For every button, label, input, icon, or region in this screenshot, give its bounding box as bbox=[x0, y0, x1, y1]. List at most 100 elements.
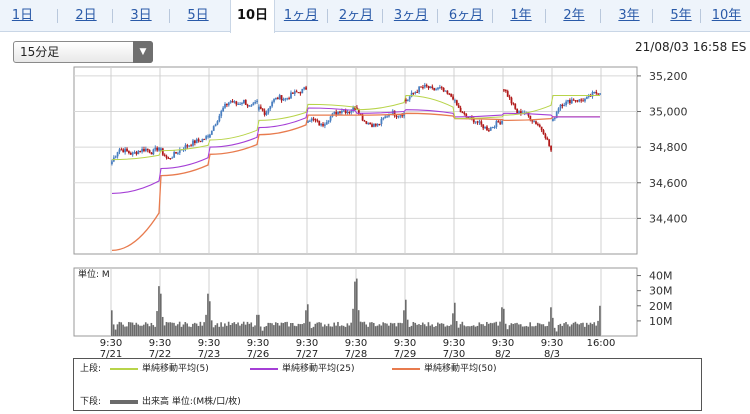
tab-separator bbox=[600, 9, 601, 23]
volume-bar bbox=[461, 321, 464, 336]
candle-body bbox=[553, 117, 556, 119]
volume-bar bbox=[297, 323, 300, 336]
legend-ma25: 単純移動平均(25) bbox=[250, 363, 354, 375]
x-tick-time: 9:30 bbox=[247, 338, 269, 349]
volume-bar bbox=[533, 326, 535, 336]
tab-3[interactable]: 3日 bbox=[130, 8, 152, 23]
volume-bar bbox=[457, 327, 460, 336]
volume-bar bbox=[144, 322, 147, 336]
interval-select[interactable]: 15分足 ▼ bbox=[13, 41, 153, 63]
volume-bar bbox=[403, 310, 405, 336]
volume-unit-label: 単位: M bbox=[78, 268, 110, 280]
volume-bar bbox=[519, 324, 522, 336]
volume-bar bbox=[225, 325, 228, 336]
volume-bar bbox=[112, 324, 115, 336]
volume-bar bbox=[518, 324, 520, 336]
volume-bar bbox=[372, 322, 375, 336]
candle-body bbox=[135, 152, 138, 155]
tab-separator bbox=[112, 9, 113, 23]
volume-bar bbox=[327, 323, 330, 336]
candle-body bbox=[320, 123, 323, 126]
candle-body bbox=[177, 152, 179, 154]
volume-bar bbox=[550, 307, 552, 336]
candle-body bbox=[555, 111, 558, 118]
tab-1[interactable]: 1日 bbox=[11, 8, 34, 23]
tab-2[interactable]: 2日 bbox=[75, 8, 97, 23]
tab-7[interactable]: 2ヶ月 bbox=[338, 8, 374, 23]
candle-body bbox=[414, 91, 417, 93]
tab-12[interactable]: 3年 bbox=[618, 8, 640, 23]
candle-body bbox=[167, 157, 170, 159]
volume-bar bbox=[156, 311, 158, 336]
candle-body bbox=[242, 99, 245, 104]
x-tick-date: 7/29 bbox=[394, 349, 416, 360]
candle-body bbox=[569, 100, 571, 104]
candle-body bbox=[316, 120, 319, 122]
candle-body bbox=[578, 99, 581, 102]
candle-body bbox=[273, 99, 275, 102]
tab-4[interactable]: 5日 bbox=[187, 8, 209, 23]
volume-bar bbox=[499, 321, 501, 336]
tab-6[interactable]: 1ヶ月 bbox=[283, 8, 319, 23]
tab-10[interactable]: 1年 bbox=[510, 8, 532, 23]
x-tick-time: 9:30 bbox=[100, 338, 122, 349]
volume-bar bbox=[561, 325, 564, 336]
candle-body bbox=[425, 84, 428, 86]
candle-body bbox=[376, 124, 379, 126]
volume-bar bbox=[495, 321, 498, 336]
tab-5[interactable]: 10日 bbox=[230, 0, 275, 33]
volume-bar bbox=[497, 325, 499, 336]
tab-9[interactable]: 6ヶ月 bbox=[448, 8, 484, 23]
candle-body bbox=[229, 101, 232, 103]
x-tick-date: 8/2 bbox=[495, 349, 511, 360]
candle-body bbox=[384, 116, 387, 119]
candle-body bbox=[252, 103, 255, 106]
candle-body bbox=[111, 161, 113, 165]
volume-bar bbox=[444, 326, 447, 336]
candle-body bbox=[595, 91, 598, 94]
candle-body bbox=[129, 153, 132, 155]
volume-bar bbox=[220, 322, 222, 336]
volume-bar bbox=[389, 322, 392, 336]
volume-bar bbox=[406, 319, 409, 336]
candle-body bbox=[139, 150, 142, 152]
volume-bar bbox=[127, 322, 130, 336]
dropdown-arrow-icon[interactable]: ▼ bbox=[133, 41, 153, 63]
candle-body bbox=[433, 87, 436, 91]
tab-13[interactable]: 5年 bbox=[670, 8, 692, 23]
volume-bar bbox=[553, 327, 556, 336]
tab-separator bbox=[437, 9, 438, 23]
legend-volume: 出来高 単位:(M株/口/枚) bbox=[110, 396, 241, 408]
timestamp: 21/08/03 16:58 ES bbox=[635, 40, 747, 54]
volume-bar bbox=[290, 323, 292, 336]
volume-bar bbox=[150, 322, 153, 336]
volume-bar bbox=[576, 323, 579, 336]
candle-body bbox=[276, 97, 279, 100]
candle-body bbox=[290, 92, 292, 99]
candle-body bbox=[585, 96, 588, 99]
tab-14[interactable]: 10年 bbox=[711, 8, 742, 23]
volume-bar bbox=[487, 323, 490, 336]
candle-body bbox=[124, 148, 127, 153]
volume-tick-label: 10M bbox=[649, 315, 673, 328]
volume-bar bbox=[325, 326, 328, 336]
candle-body bbox=[359, 113, 362, 115]
price-panel: 35,200 35,000 34,800 34,600 34,400 bbox=[73, 66, 688, 255]
volume-bar bbox=[135, 322, 138, 336]
legend-ma50-swatch bbox=[392, 367, 420, 370]
candle-body bbox=[472, 118, 475, 123]
candle-body bbox=[480, 121, 483, 125]
tab-11[interactable]: 2年 bbox=[563, 8, 585, 23]
volume-bar bbox=[527, 326, 530, 336]
candle-body bbox=[582, 100, 584, 102]
tab-8[interactable]: 3ヶ月 bbox=[393, 8, 429, 23]
legend-ma50: 単純移動平均(50) bbox=[392, 363, 496, 375]
volume-bar bbox=[322, 326, 324, 336]
candle-body bbox=[288, 98, 290, 100]
volume-bar bbox=[346, 323, 349, 336]
volume-bar bbox=[210, 320, 213, 336]
volume-bar bbox=[305, 310, 307, 336]
candle-body bbox=[169, 158, 172, 160]
candle-body bbox=[393, 110, 396, 116]
candle-body bbox=[401, 115, 404, 117]
